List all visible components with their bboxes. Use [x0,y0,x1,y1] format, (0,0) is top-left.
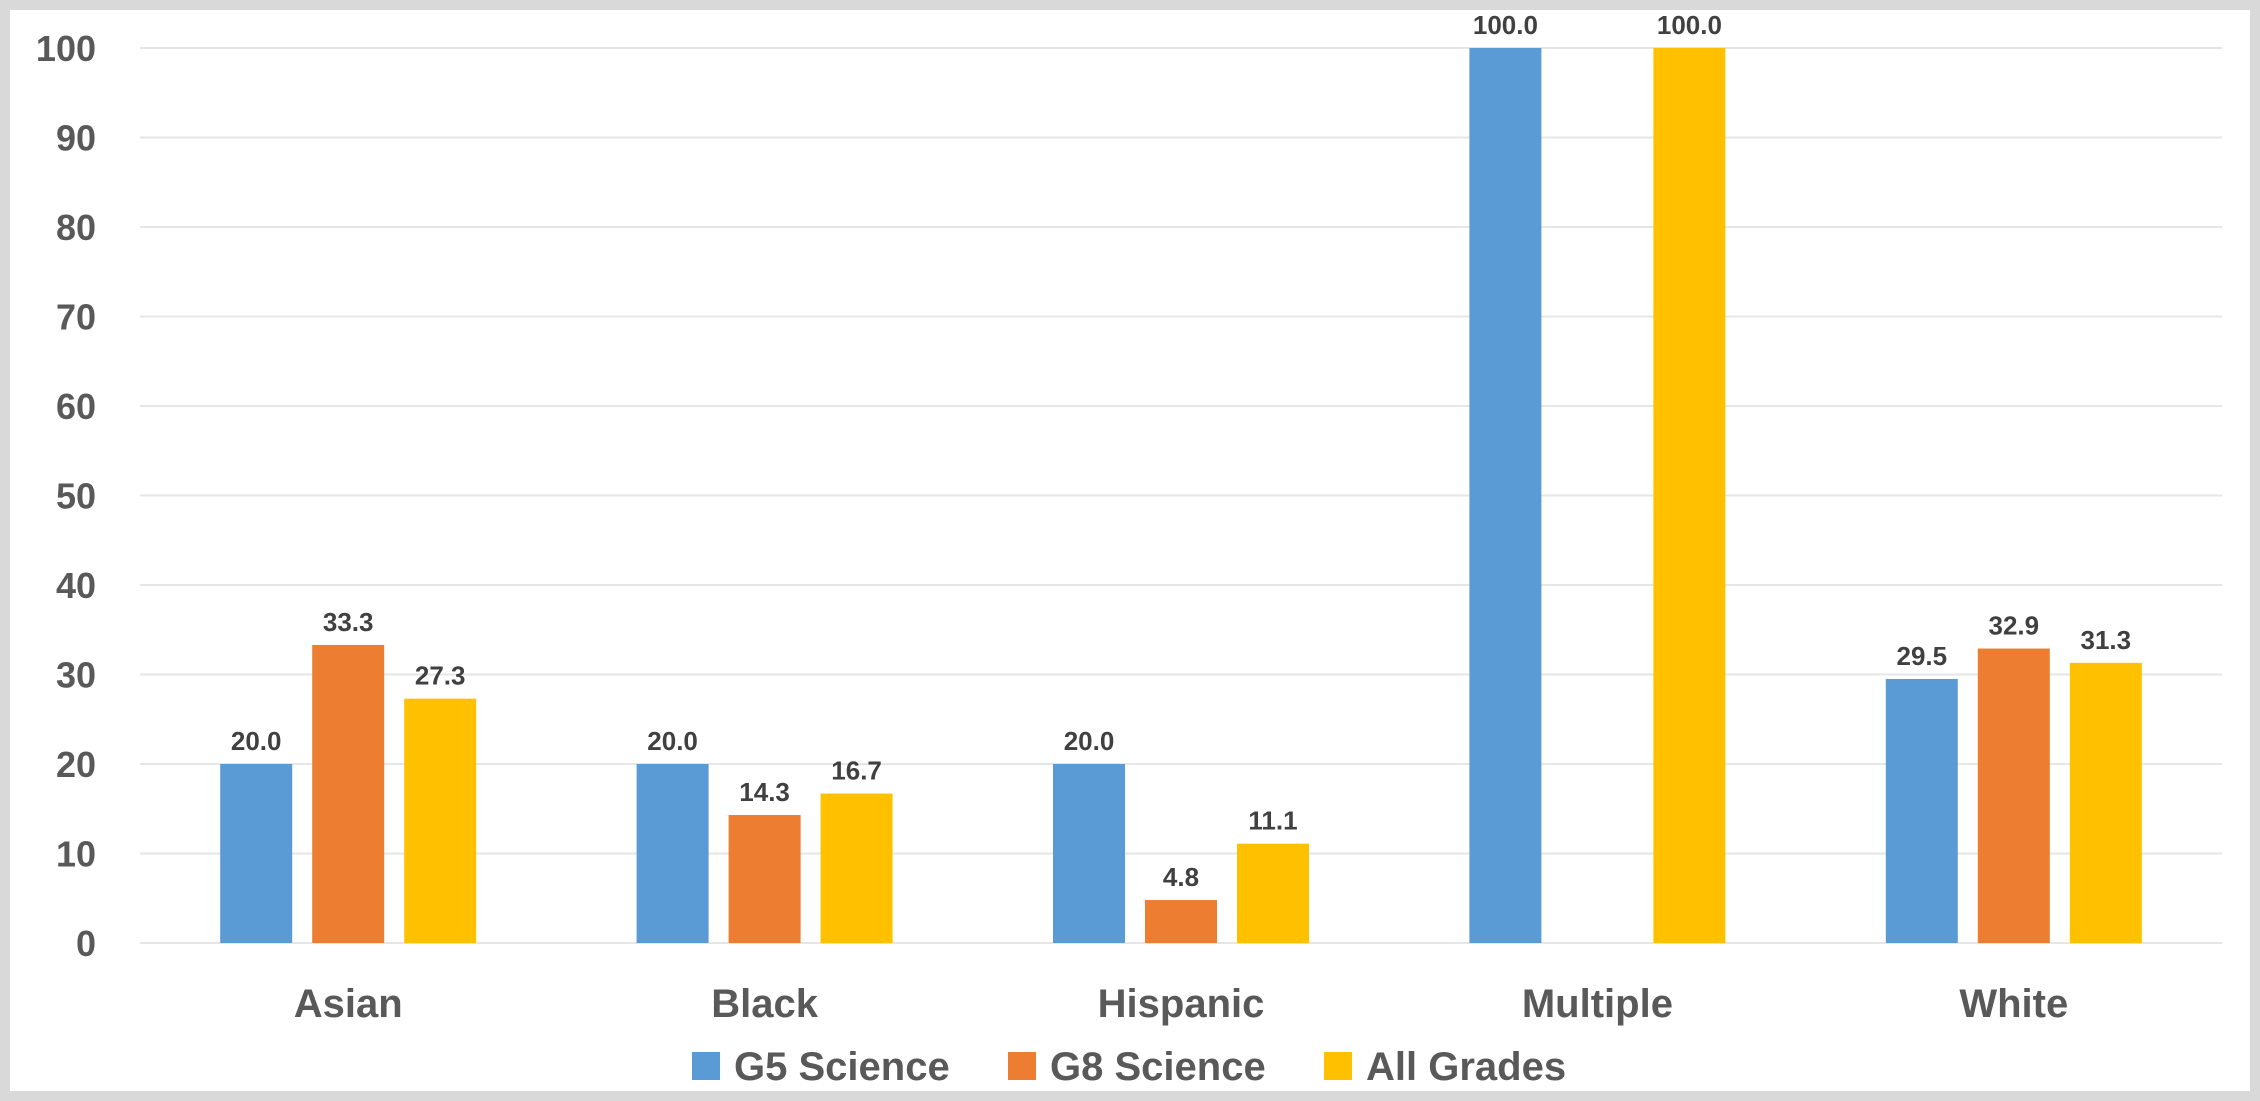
legend-label: G8 Science [1050,1045,1266,1089]
category-label: Black [711,982,818,1026]
data-label: 4.8 [1163,862,1199,892]
bar [220,764,293,943]
legend-swatch [692,1052,720,1080]
bar [728,815,801,943]
data-label: 31.3 [2080,625,2131,655]
data-label: 16.7 [831,756,882,786]
data-label: 20.0 [1064,726,1115,756]
x-axis-categories: Asian Black Hispanic Multiple White [294,982,2069,1026]
category-label: Multiple [1522,982,1673,1026]
y-tick-label: 40 [56,565,96,606]
legend-label: G5 Science [734,1045,950,1089]
legend-label: All Grades [1366,1045,1566,1089]
legend: G5 Science G8 Science All Grades [692,1045,1566,1089]
data-label: 29.5 [1896,641,1947,671]
y-tick-label: 100 [36,28,96,69]
y-tick-label: 70 [56,297,96,338]
legend-swatch [1324,1052,1352,1080]
bars [220,48,2142,943]
y-tick-label: 80 [56,207,96,248]
data-label: 20.0 [647,726,698,756]
bar [1469,48,1542,943]
data-label: 27.3 [415,661,466,691]
y-tick-label: 30 [56,655,96,696]
data-label: 100.0 [1473,10,1538,40]
data-label: 14.3 [739,777,790,807]
data-label: 32.9 [1988,611,2039,641]
bar [820,793,893,943]
bar [1237,843,1309,943]
y-tick-label: 20 [56,744,96,785]
category-label: Hispanic [1098,982,1265,1026]
y-tick-label: 50 [56,476,96,517]
bar [636,764,709,943]
gridlines [140,47,2222,944]
bar [312,644,385,943]
data-labels: 20.0 33.3 27.3 20.0 14.3 16.7 20.0 4.8 11.1 100.0… [231,10,2131,892]
bar [404,698,477,943]
data-label: 100.0 [1657,10,1722,40]
data-label: 11.1 [1248,806,1297,836]
bar [1145,900,1217,943]
y-tick-label: 0 [76,923,96,964]
y-tick-label: 60 [56,386,96,427]
bar [1977,648,2050,943]
bar [2069,662,2142,943]
y-tick-label: 90 [56,118,96,159]
bar [1053,764,1125,943]
bar [1653,48,1726,943]
data-label: 33.3 [323,607,374,637]
category-label: Asian [294,982,403,1026]
category-label: White [1959,982,2068,1026]
y-tick-label: 10 [56,834,96,875]
data-label: 20.0 [231,726,282,756]
y-axis-ticks: 0 10 20 30 40 50 60 70 80 90 100 [36,28,96,964]
bar [1885,678,1958,943]
legend-swatch [1008,1052,1036,1080]
